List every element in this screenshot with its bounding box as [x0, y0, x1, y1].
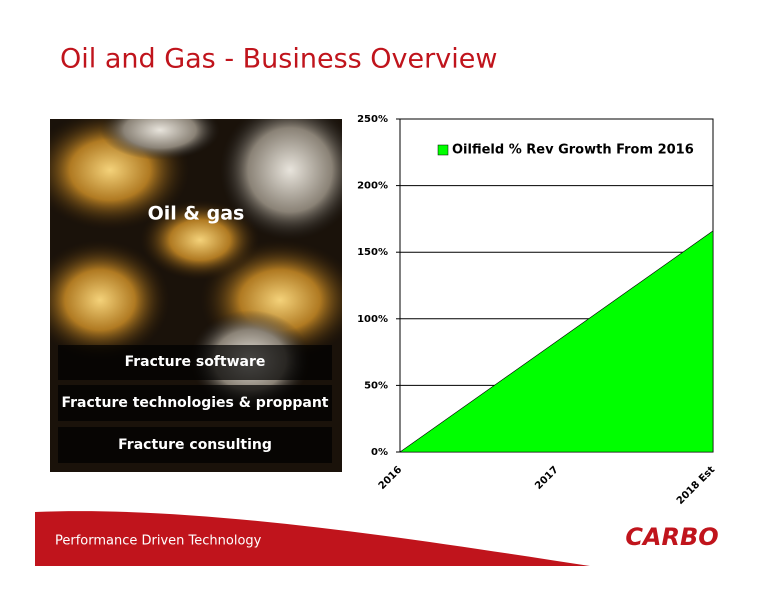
panel-heading: Oil & gas: [148, 203, 245, 225]
y-tick-label: 0%: [371, 447, 388, 458]
y-tick-label: 150%: [357, 247, 388, 258]
x-tick-label: 2017: [533, 464, 560, 491]
x-tick-label: 2018 Est: [675, 464, 717, 506]
legend-swatch: [437, 144, 449, 156]
footer-tagline: Performance Driven Technology: [55, 534, 262, 549]
area: [399, 230, 714, 453]
y-tick-label: 50%: [364, 380, 388, 391]
panel-item: Fracture software: [125, 354, 266, 370]
slide-title: Oil and Gas - Business Overview: [60, 44, 497, 75]
legend-label: Oilfield % Rev Growth From 2016: [452, 143, 694, 158]
image-panel: [50, 119, 342, 472]
panel-item: Fracture consulting: [118, 437, 272, 453]
logo: CARBO: [625, 523, 718, 551]
panel-item: Fracture technologies & proppant: [61, 395, 328, 411]
y-tick-label: 250%: [357, 114, 388, 125]
footer-swoosh: [35, 511, 590, 566]
x-tick-label: 2016: [377, 464, 404, 491]
chart: 0% 50% 100% 150% 200% 250% 2016 2017 2018 Est Oil…: [357, 114, 717, 507]
y-tick-label: 100%: [357, 314, 388, 325]
y-tick-label: 200%: [357, 181, 388, 192]
